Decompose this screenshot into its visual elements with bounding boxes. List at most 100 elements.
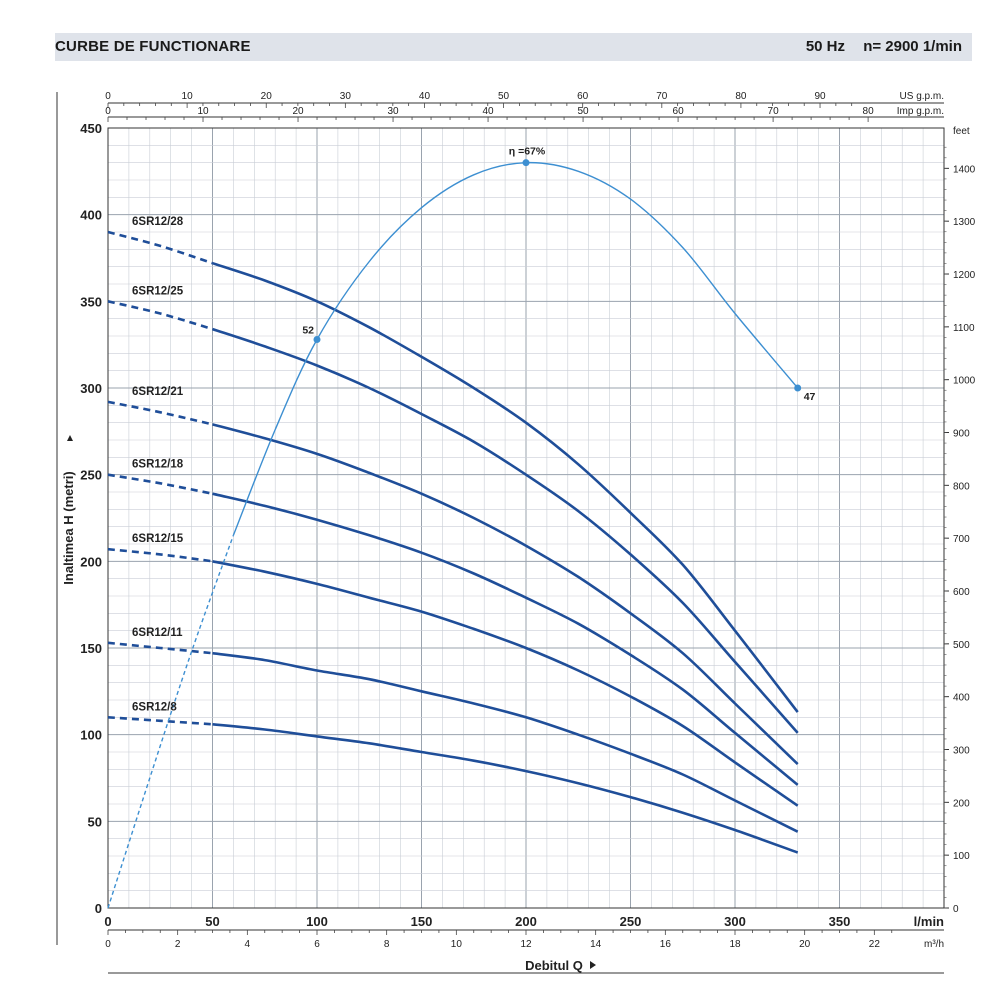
x-unit-label: l/min — [914, 914, 944, 929]
y-tick-label: 400 — [80, 208, 102, 223]
series-6SR12/28-dashed — [107, 230, 213, 265]
series-label: 6SR12/15 — [132, 533, 184, 545]
series-label: 6SR12/25 — [132, 285, 184, 297]
efficiency-point-label: η =67% — [509, 146, 546, 158]
m3h-tick-label: 8 — [384, 939, 390, 950]
efficiency-point — [313, 335, 321, 343]
speed-label: n= 2900 1/min — [863, 38, 962, 55]
imp-gpm-tick-label: 70 — [768, 106, 780, 117]
imp-gpm-tick-label: 60 — [673, 106, 685, 117]
series-label: 6SR12/11 — [132, 627, 183, 639]
series-6SR12/21-dashed — [107, 400, 213, 426]
us-gpm-tick-label: 60 — [577, 91, 589, 102]
efficiency-curve-line — [232, 161, 799, 536]
us-gpm-tick-label: 80 — [735, 91, 747, 102]
imp-gpm-tick-label: 20 — [292, 106, 304, 117]
series-6SR12/15-dashed — [107, 547, 213, 563]
series-6SR12/18-dashed — [107, 473, 213, 495]
right-tick-label: 600 — [953, 587, 970, 598]
us-gpm-tick-label: 30 — [340, 91, 352, 102]
frequency-label: 50 Hz — [805, 38, 846, 55]
series-label: 6SR12/18 — [132, 459, 184, 471]
imp-gpm-tick-label: 40 — [482, 106, 494, 117]
series-label: 6SR12/8 — [132, 701, 177, 713]
right-tick-label: 1100 — [953, 323, 975, 334]
efficiency-curve-dashed — [107, 535, 235, 909]
right-tick-label: 200 — [953, 798, 970, 809]
efficiency-curve-group — [107, 159, 802, 909]
right-tick-label: 500 — [953, 640, 970, 651]
plot-frame — [107, 127, 945, 909]
us-gpm-tick-label: 0 — [105, 91, 111, 102]
right-tick-label: 1000 — [953, 376, 976, 387]
x-tick-label: 200 — [515, 914, 537, 929]
efficiency-point-label: 52 — [302, 324, 314, 336]
series-label: 6SR12/28 — [132, 216, 184, 228]
y-tick-label: 250 — [80, 468, 102, 483]
chart-header: CURBE DE FUNCTIONARE 50 Hz n= 2900 1/min — [55, 33, 972, 61]
right-tick-label: 1400 — [953, 164, 976, 175]
imp-gpm-tick-label: 80 — [863, 106, 875, 117]
x-tick-label: 100 — [306, 914, 328, 929]
us-gpm-tick-label: 40 — [419, 91, 431, 102]
x-axis-arrow — [590, 961, 596, 969]
m3h-tick-label: 12 — [520, 939, 532, 950]
us-gpm-tick-label: 10 — [182, 91, 194, 102]
right-tick-label: 700 — [953, 534, 970, 545]
y-tick-label: 50 — [88, 814, 102, 829]
efficiency-point — [794, 384, 802, 392]
us-gpm-tick-label: 20 — [261, 91, 273, 102]
efficiency-point — [522, 159, 530, 167]
x-axis-title: Debitul Q — [525, 958, 583, 973]
operating-spec: 50 Hz n= 2900 1/min — [792, 38, 962, 55]
right-tick-label: 300 — [953, 746, 970, 757]
chart-title: CURBE DE FUNCTIONARE — [55, 38, 251, 55]
imp-gpm-tick-label: 0 — [105, 106, 111, 117]
chart-axes — [56, 92, 949, 974]
right-tick-label: 1300 — [953, 217, 976, 228]
x-tick-label: 50 — [205, 914, 219, 929]
chart-labels: 0 50 100 150 200 250 300 350 l/min05010015020025… — [61, 91, 976, 973]
us-gpm-tick-label: 50 — [498, 91, 510, 102]
y-tick-label: 200 — [80, 554, 102, 569]
efficiency-point-label: 47 — [804, 391, 816, 403]
imp-gpm-tick-label: 30 — [387, 106, 399, 117]
right-tick-label: 900 — [953, 429, 970, 440]
y-axis-arrow — [67, 435, 73, 441]
series-6SR12/28-line — [212, 261, 799, 713]
us-gpm-unit: US g.p.m. — [900, 91, 944, 102]
right-tick-label: 1200 — [953, 270, 976, 281]
series-6SR12/25-dashed — [107, 300, 213, 331]
m3h-tick-label: 20 — [799, 939, 811, 950]
m3h-tick-label: 10 — [451, 939, 463, 950]
right-tick-label: 0 — [953, 904, 959, 915]
us-gpm-tick-label: 90 — [814, 91, 826, 102]
y-axis-title: Inaltimea H (metri) — [61, 471, 76, 584]
m3h-tick-label: 4 — [245, 939, 251, 950]
x-tick-label: 300 — [724, 914, 746, 929]
series-label: 6SR12/21 — [132, 386, 184, 398]
m3h-tick-label: 22 — [869, 939, 881, 950]
us-gpm-tick-label: 70 — [656, 91, 668, 102]
y-tick-label: 150 — [80, 641, 102, 656]
y-tick-label: 350 — [80, 294, 102, 309]
pump-curves — [107, 230, 799, 854]
right-axis-unit: feet — [953, 126, 970, 137]
y-tick-label: 450 — [80, 121, 102, 136]
right-tick-label: 800 — [953, 481, 970, 492]
series-6SR12/21-line — [212, 423, 799, 766]
chart-grid — [107, 127, 945, 909]
right-tick-label: 400 — [953, 693, 970, 704]
series-6SR12/25-line — [212, 327, 799, 734]
y-tick-label: 100 — [80, 728, 102, 743]
m3h-tick-label: 18 — [729, 939, 741, 950]
right-tick-label: 100 — [953, 851, 970, 862]
m3h-tick-label: 0 — [105, 939, 111, 950]
imp-gpm-tick-label: 10 — [197, 106, 209, 117]
m3h-tick-label: 2 — [175, 939, 181, 950]
x-tick-label: 350 — [829, 914, 851, 929]
series-6SR12/8-line — [212, 723, 799, 854]
m3h-tick-label: 6 — [314, 939, 320, 950]
m3h-tick-label: 14 — [590, 939, 602, 950]
